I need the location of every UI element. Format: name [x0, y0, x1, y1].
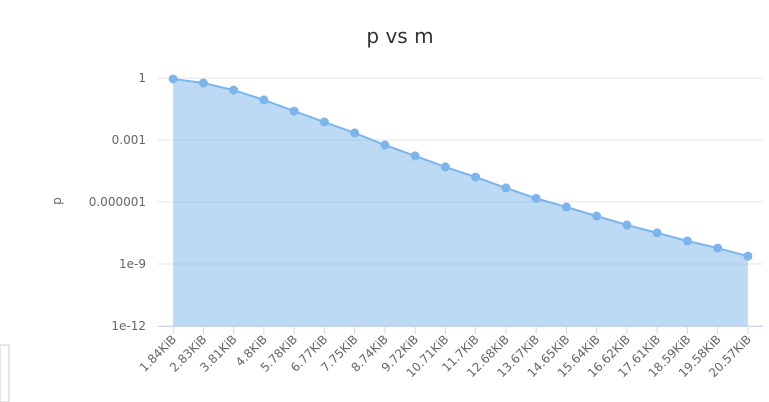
marker	[229, 85, 239, 95]
marker	[380, 140, 390, 150]
line	[172, 77, 749, 258]
marker	[743, 251, 753, 261]
y-axis-label: p	[50, 197, 64, 205]
marker	[198, 78, 208, 88]
y-tick-label: 1e-9	[119, 257, 146, 271]
marker	[319, 117, 329, 127]
y-tick-label: 1	[138, 71, 146, 85]
y-tick-label: 0.000001	[89, 195, 146, 209]
marker	[713, 243, 723, 253]
marker	[682, 236, 692, 246]
y-tick-label: 0.001	[112, 133, 146, 147]
marker	[592, 211, 602, 221]
marker	[622, 220, 632, 230]
marker	[531, 193, 541, 203]
chart-title: p vs m	[366, 24, 433, 48]
marker	[350, 128, 360, 138]
marker	[561, 202, 571, 212]
marker	[259, 95, 269, 105]
marker	[289, 106, 299, 116]
y-tick-label: 1e-12	[111, 319, 146, 333]
area-fill	[173, 78, 748, 327]
marker	[440, 162, 450, 172]
side-panel-edge	[0, 344, 10, 402]
marker	[410, 151, 420, 161]
marker	[652, 228, 662, 238]
marker	[168, 74, 178, 84]
marker	[501, 183, 511, 193]
marker	[471, 172, 481, 182]
